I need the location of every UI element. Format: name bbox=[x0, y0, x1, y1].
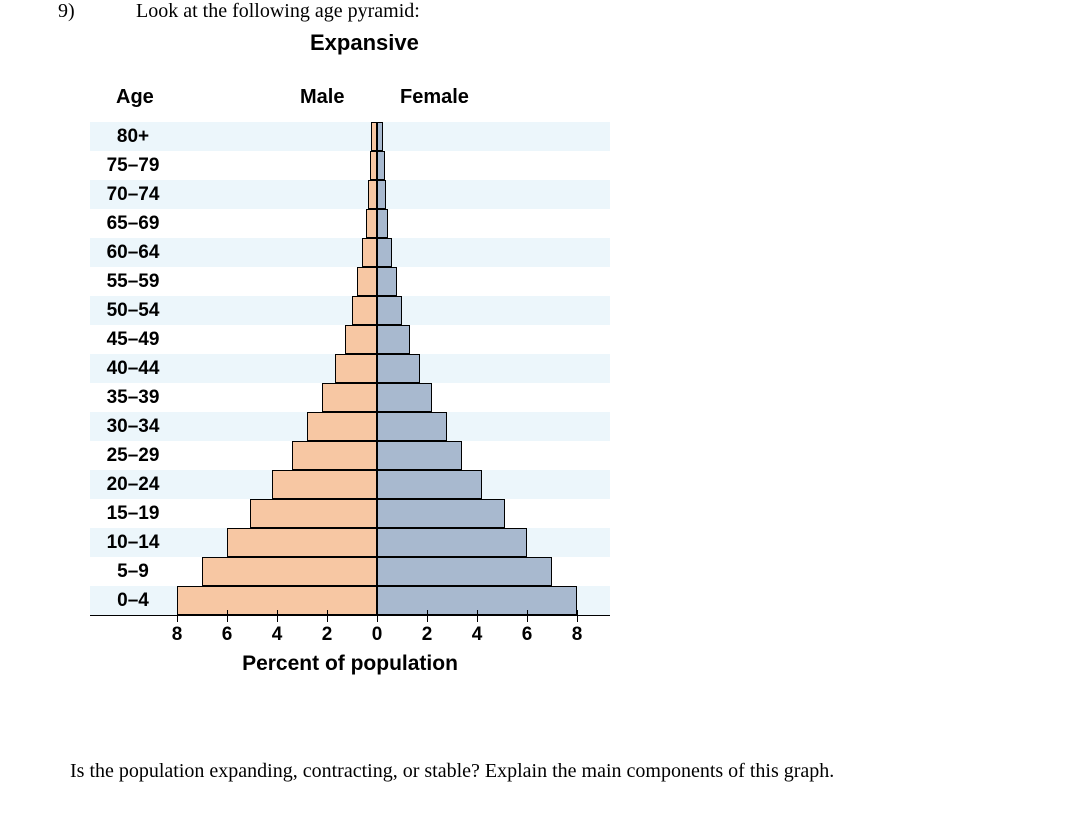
male-bar bbox=[250, 499, 378, 528]
female-bar bbox=[377, 528, 527, 557]
x-tick bbox=[277, 610, 278, 622]
chart-title: Expansive bbox=[310, 30, 419, 56]
male-bar bbox=[366, 209, 377, 238]
pyramid-row: 80+ bbox=[90, 122, 610, 151]
x-tick bbox=[327, 610, 328, 622]
female-bar bbox=[377, 180, 386, 209]
age-label: 50–54 bbox=[90, 296, 176, 325]
age-label: 10–14 bbox=[90, 528, 176, 557]
male-bar bbox=[368, 180, 377, 209]
followup-question: Is the population expanding, contracting… bbox=[70, 760, 834, 783]
age-label: 75–79 bbox=[90, 151, 176, 180]
x-tick-label: 6 bbox=[512, 624, 542, 646]
female-bar bbox=[377, 470, 482, 499]
female-bar bbox=[377, 122, 383, 151]
x-tick-label: 4 bbox=[262, 624, 292, 646]
age-label: 35–39 bbox=[90, 383, 176, 412]
x-tick-label: 2 bbox=[412, 624, 442, 646]
male-bar bbox=[307, 412, 377, 441]
pyramid-row: 40–44 bbox=[90, 354, 610, 383]
pyramid-row: 15–19 bbox=[90, 499, 610, 528]
male-bar bbox=[292, 441, 377, 470]
female-bar bbox=[377, 499, 505, 528]
pyramid-row: 0–4 bbox=[90, 586, 610, 615]
female-bar bbox=[377, 441, 462, 470]
pyramid-row: 65–69 bbox=[90, 209, 610, 238]
pyramid-row: 60–64 bbox=[90, 238, 610, 267]
female-bar bbox=[377, 209, 388, 238]
x-tick-label: 4 bbox=[462, 624, 492, 646]
pyramid-row: 75–79 bbox=[90, 151, 610, 180]
x-tick bbox=[427, 610, 428, 622]
age-pyramid-chart: Age Male Female 80+75–7970–7465–6960–645… bbox=[90, 86, 610, 656]
pyramid-row: 10–14 bbox=[90, 528, 610, 557]
age-label: 25–29 bbox=[90, 441, 176, 470]
pyramid-row: 55–59 bbox=[90, 267, 610, 296]
pyramid-row: 25–29 bbox=[90, 441, 610, 470]
pyramid-row: 5–9 bbox=[90, 557, 610, 586]
x-tick bbox=[227, 610, 228, 622]
pyramid-row: 30–34 bbox=[90, 412, 610, 441]
x-tick bbox=[477, 610, 478, 622]
female-bar bbox=[377, 238, 392, 267]
x-tick bbox=[177, 610, 178, 622]
x-tick bbox=[377, 610, 378, 622]
header-age: Age bbox=[116, 86, 154, 109]
header-female: Female bbox=[400, 86, 469, 109]
pyramid-row: 35–39 bbox=[90, 383, 610, 412]
female-bar bbox=[377, 267, 397, 296]
pyramid-row: 50–54 bbox=[90, 296, 610, 325]
age-label: 5–9 bbox=[90, 557, 176, 586]
female-bar bbox=[377, 383, 432, 412]
age-label: 60–64 bbox=[90, 238, 176, 267]
pyramid-row: 70–74 bbox=[90, 180, 610, 209]
x-tick-label: 8 bbox=[562, 624, 592, 646]
female-bar bbox=[377, 412, 447, 441]
male-bar bbox=[202, 557, 377, 586]
age-label: 55–59 bbox=[90, 267, 176, 296]
x-tick bbox=[527, 610, 528, 622]
age-label: 80+ bbox=[90, 122, 176, 151]
male-bar bbox=[335, 354, 378, 383]
header-male: Male bbox=[300, 86, 344, 109]
age-label: 15–19 bbox=[90, 499, 176, 528]
question-number: 9) bbox=[58, 0, 75, 23]
pyramid-rows: 80+75–7970–7465–6960–6455–5950–5445–4940… bbox=[90, 122, 610, 615]
female-bar bbox=[377, 354, 420, 383]
x-tick-label: 2 bbox=[312, 624, 342, 646]
x-tick-label: 0 bbox=[362, 624, 392, 646]
age-label: 40–44 bbox=[90, 354, 176, 383]
male-bar bbox=[322, 383, 377, 412]
female-bar bbox=[377, 151, 385, 180]
x-tick-label: 8 bbox=[162, 624, 192, 646]
pyramid-row: 20–24 bbox=[90, 470, 610, 499]
male-bar bbox=[370, 151, 378, 180]
female-bar bbox=[377, 557, 552, 586]
age-label: 70–74 bbox=[90, 180, 176, 209]
page: 9) Look at the following age pyramid: Ex… bbox=[0, 0, 1067, 817]
male-bar bbox=[227, 528, 377, 557]
female-bar bbox=[377, 325, 410, 354]
question-prompt: Look at the following age pyramid: bbox=[136, 0, 420, 23]
male-bar bbox=[362, 238, 377, 267]
age-label: 30–34 bbox=[90, 412, 176, 441]
x-tick-label: 6 bbox=[212, 624, 242, 646]
age-label: 45–49 bbox=[90, 325, 176, 354]
male-bar bbox=[272, 470, 377, 499]
female-bar bbox=[377, 296, 402, 325]
x-axis: Percent of population 864202468 bbox=[90, 615, 610, 656]
age-label: 65–69 bbox=[90, 209, 176, 238]
x-tick bbox=[577, 610, 578, 622]
age-label: 20–24 bbox=[90, 470, 176, 499]
chart-headers: Age Male Female bbox=[90, 86, 610, 122]
x-axis-label: Percent of population bbox=[90, 652, 610, 676]
male-bar bbox=[352, 296, 377, 325]
pyramid-row: 45–49 bbox=[90, 325, 610, 354]
male-bar bbox=[345, 325, 378, 354]
age-label: 0–4 bbox=[90, 586, 176, 615]
male-bar bbox=[357, 267, 377, 296]
